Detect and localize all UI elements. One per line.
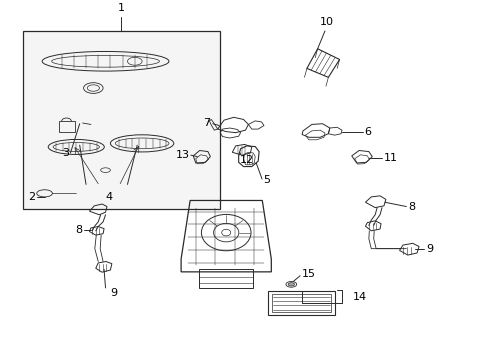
Bar: [267, 292, 334, 315]
Text: 7: 7: [203, 118, 210, 128]
Text: 15: 15: [302, 269, 315, 279]
Bar: [59, 121, 75, 132]
Text: 5: 5: [263, 175, 269, 185]
Text: 3: 3: [62, 148, 69, 158]
Ellipse shape: [287, 283, 294, 286]
Text: 1: 1: [118, 3, 124, 13]
Text: 12: 12: [239, 155, 253, 165]
Text: 11: 11: [383, 153, 397, 163]
Text: 2: 2: [28, 192, 35, 202]
Text: 9: 9: [425, 244, 432, 254]
Text: 10: 10: [319, 17, 333, 27]
Text: 4: 4: [105, 192, 112, 202]
Text: 8: 8: [75, 225, 82, 235]
Bar: [22, 31, 220, 210]
Text: 9: 9: [110, 288, 117, 298]
Text: 6: 6: [363, 127, 370, 136]
Bar: [271, 294, 330, 312]
Text: 13: 13: [176, 150, 189, 160]
Text: 14: 14: [352, 292, 366, 302]
Text: 8: 8: [407, 202, 414, 212]
